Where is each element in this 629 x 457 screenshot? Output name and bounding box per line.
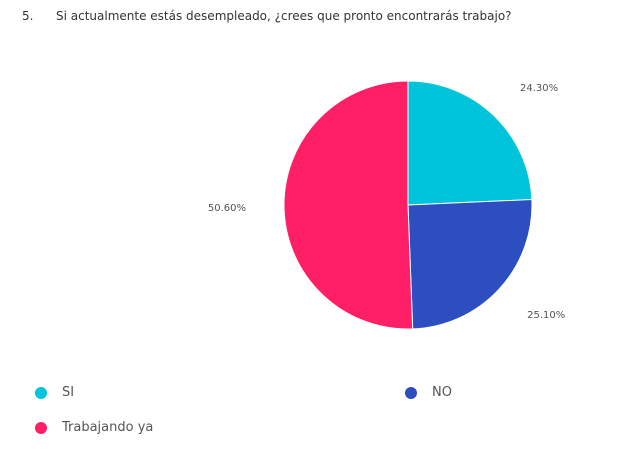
pie-slice-si[interactable] — [407, 80, 533, 206]
legend-item-no[interactable]: NO — [405, 385, 452, 400]
pie-label-no: 25.10% — [527, 310, 565, 321]
legend-marker-si — [35, 386, 47, 399]
question-number: 5. — [22, 9, 34, 23]
legend-label-no: NO — [432, 385, 452, 400]
legend-label-trabajando-ya: Trabajando ya — [62, 420, 154, 435]
question-title: 5. Si actualmente estás desempleado, ¿cre… — [22, 9, 512, 23]
legend-label-si: SI — [62, 385, 75, 400]
legend-marker-trabajando-ya — [35, 421, 47, 434]
pie-slice-no[interactable] — [407, 199, 533, 330]
pie-slice-trabajando-ya[interactable] — [283, 80, 414, 330]
pie-label-trabajando-ya: 50.60% — [208, 203, 246, 214]
legend-marker-no — [405, 386, 417, 399]
legend-item-si[interactable]: SI — [35, 385, 74, 400]
pie-label-si: 24.30% — [520, 83, 558, 94]
legend-item-trabajando-ya[interactable]: Trabajando ya — [35, 420, 153, 435]
question-text: Si actualmente estás desempleado, ¿crees… — [56, 9, 512, 23]
